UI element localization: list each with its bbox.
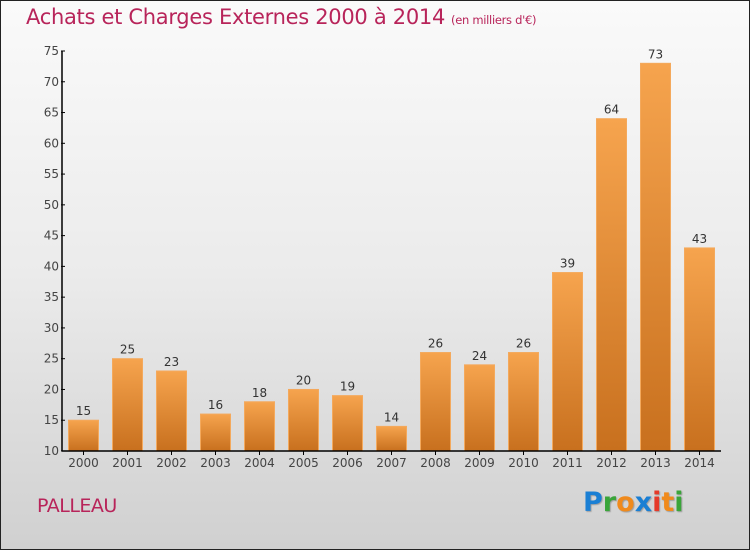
bar-2005 [288,388,319,452]
bar-2002 [156,370,187,452]
bar-value-label-2004: 18 [252,386,267,400]
bar-value-label-2000: 15 [76,404,91,418]
y-tick-label-15: 15 [44,413,59,427]
x-tick-label-2006: 2006 [332,456,363,470]
x-tick-label-2012: 2012 [596,456,627,470]
bar-2009 [464,364,495,452]
bar-2007 [376,425,407,452]
bars-group: 15 25 23 16 18 20 19 14 26 24 26 39 64 73 43 [68,47,715,452]
bar-value-label-2007: 14 [384,410,399,424]
bar-value-label-2012: 64 [604,103,619,117]
bar-value-label-2011: 39 [560,257,575,271]
bar-2006 [332,395,363,452]
bar-value-label-2013: 73 [648,47,663,61]
x-tick-label-2000: 2000 [68,456,99,470]
bar-2014 [684,247,715,452]
y-tick-label-40: 40 [44,259,59,273]
logo-letter: o [616,487,635,518]
y-tick-label-30: 30 [44,321,59,335]
x-tick-label-2003: 2003 [200,456,231,470]
y-tick-label-45: 45 [44,229,59,243]
x-tick-label-2014: 2014 [684,456,715,470]
bar-value-label-2005: 20 [296,373,311,387]
logo-letter: i [652,487,662,518]
x-tick-label-2011: 2011 [552,456,583,470]
y-tick-label-70: 70 [44,75,59,89]
chart-unit: (en milliers d'€) [451,13,537,27]
bar-2008 [420,352,451,452]
bar-value-label-2002: 23 [164,355,179,369]
bar-2010 [508,352,539,452]
bar-2001 [112,358,143,452]
logo-letter: i [674,487,684,518]
bar-value-label-2014: 43 [692,232,707,246]
logo-letter: P [583,487,603,518]
bar-value-label-2001: 25 [120,343,135,357]
bar-value-label-2010: 26 [516,337,531,351]
logo-letter: t [661,487,675,518]
x-tick-label-2004: 2004 [244,456,275,470]
axes-group: 2000 2001 2002 2003 2004 2005 2006 2007 2008 2009… [44,44,721,470]
x-tick-label-2001: 2001 [112,456,143,470]
bar-value-label-2006: 19 [340,380,355,394]
chart-title-text: Achats et Charges Externes 2000 à 2014 [26,5,446,29]
y-tick-label-10: 10 [44,444,59,458]
bar-2012 [596,118,627,452]
proxiti-logo: Proxiti [583,487,684,518]
y-tick-label-55: 55 [44,167,59,181]
y-tick-label-50: 50 [44,198,59,212]
bar-2013 [640,62,671,452]
y-tick-label-65: 65 [44,106,59,120]
y-tick-label-25: 25 [44,352,59,366]
bar-value-label-2009: 24 [472,349,487,363]
x-tick-label-2013: 2013 [640,456,671,470]
x-tick-label-2002: 2002 [156,456,187,470]
y-tick-label-60: 60 [44,136,59,150]
bar-value-label-2008: 26 [428,337,443,351]
y-tick-label-20: 20 [44,382,59,396]
x-tick-label-2008: 2008 [420,456,451,470]
x-tick-label-2010: 2010 [508,456,539,470]
bar-2003 [200,413,231,452]
bar-2011 [552,272,583,452]
chart-title: Achats et Charges Externes 2000 à 2014 (e… [26,5,536,29]
bar-2000 [68,419,99,452]
logo-letter: r [602,487,617,518]
bar-value-label-2003: 16 [208,398,223,412]
y-tick-label-35: 35 [44,290,59,304]
logo-letter: x [634,487,653,518]
bar-2004 [244,401,275,452]
x-tick-label-2007: 2007 [376,456,407,470]
x-tick-label-2009: 2009 [464,456,495,470]
y-tick-label-75: 75 [44,44,59,58]
commune-name: PALLEAU [37,495,117,517]
x-tick-label-2005: 2005 [288,456,319,470]
